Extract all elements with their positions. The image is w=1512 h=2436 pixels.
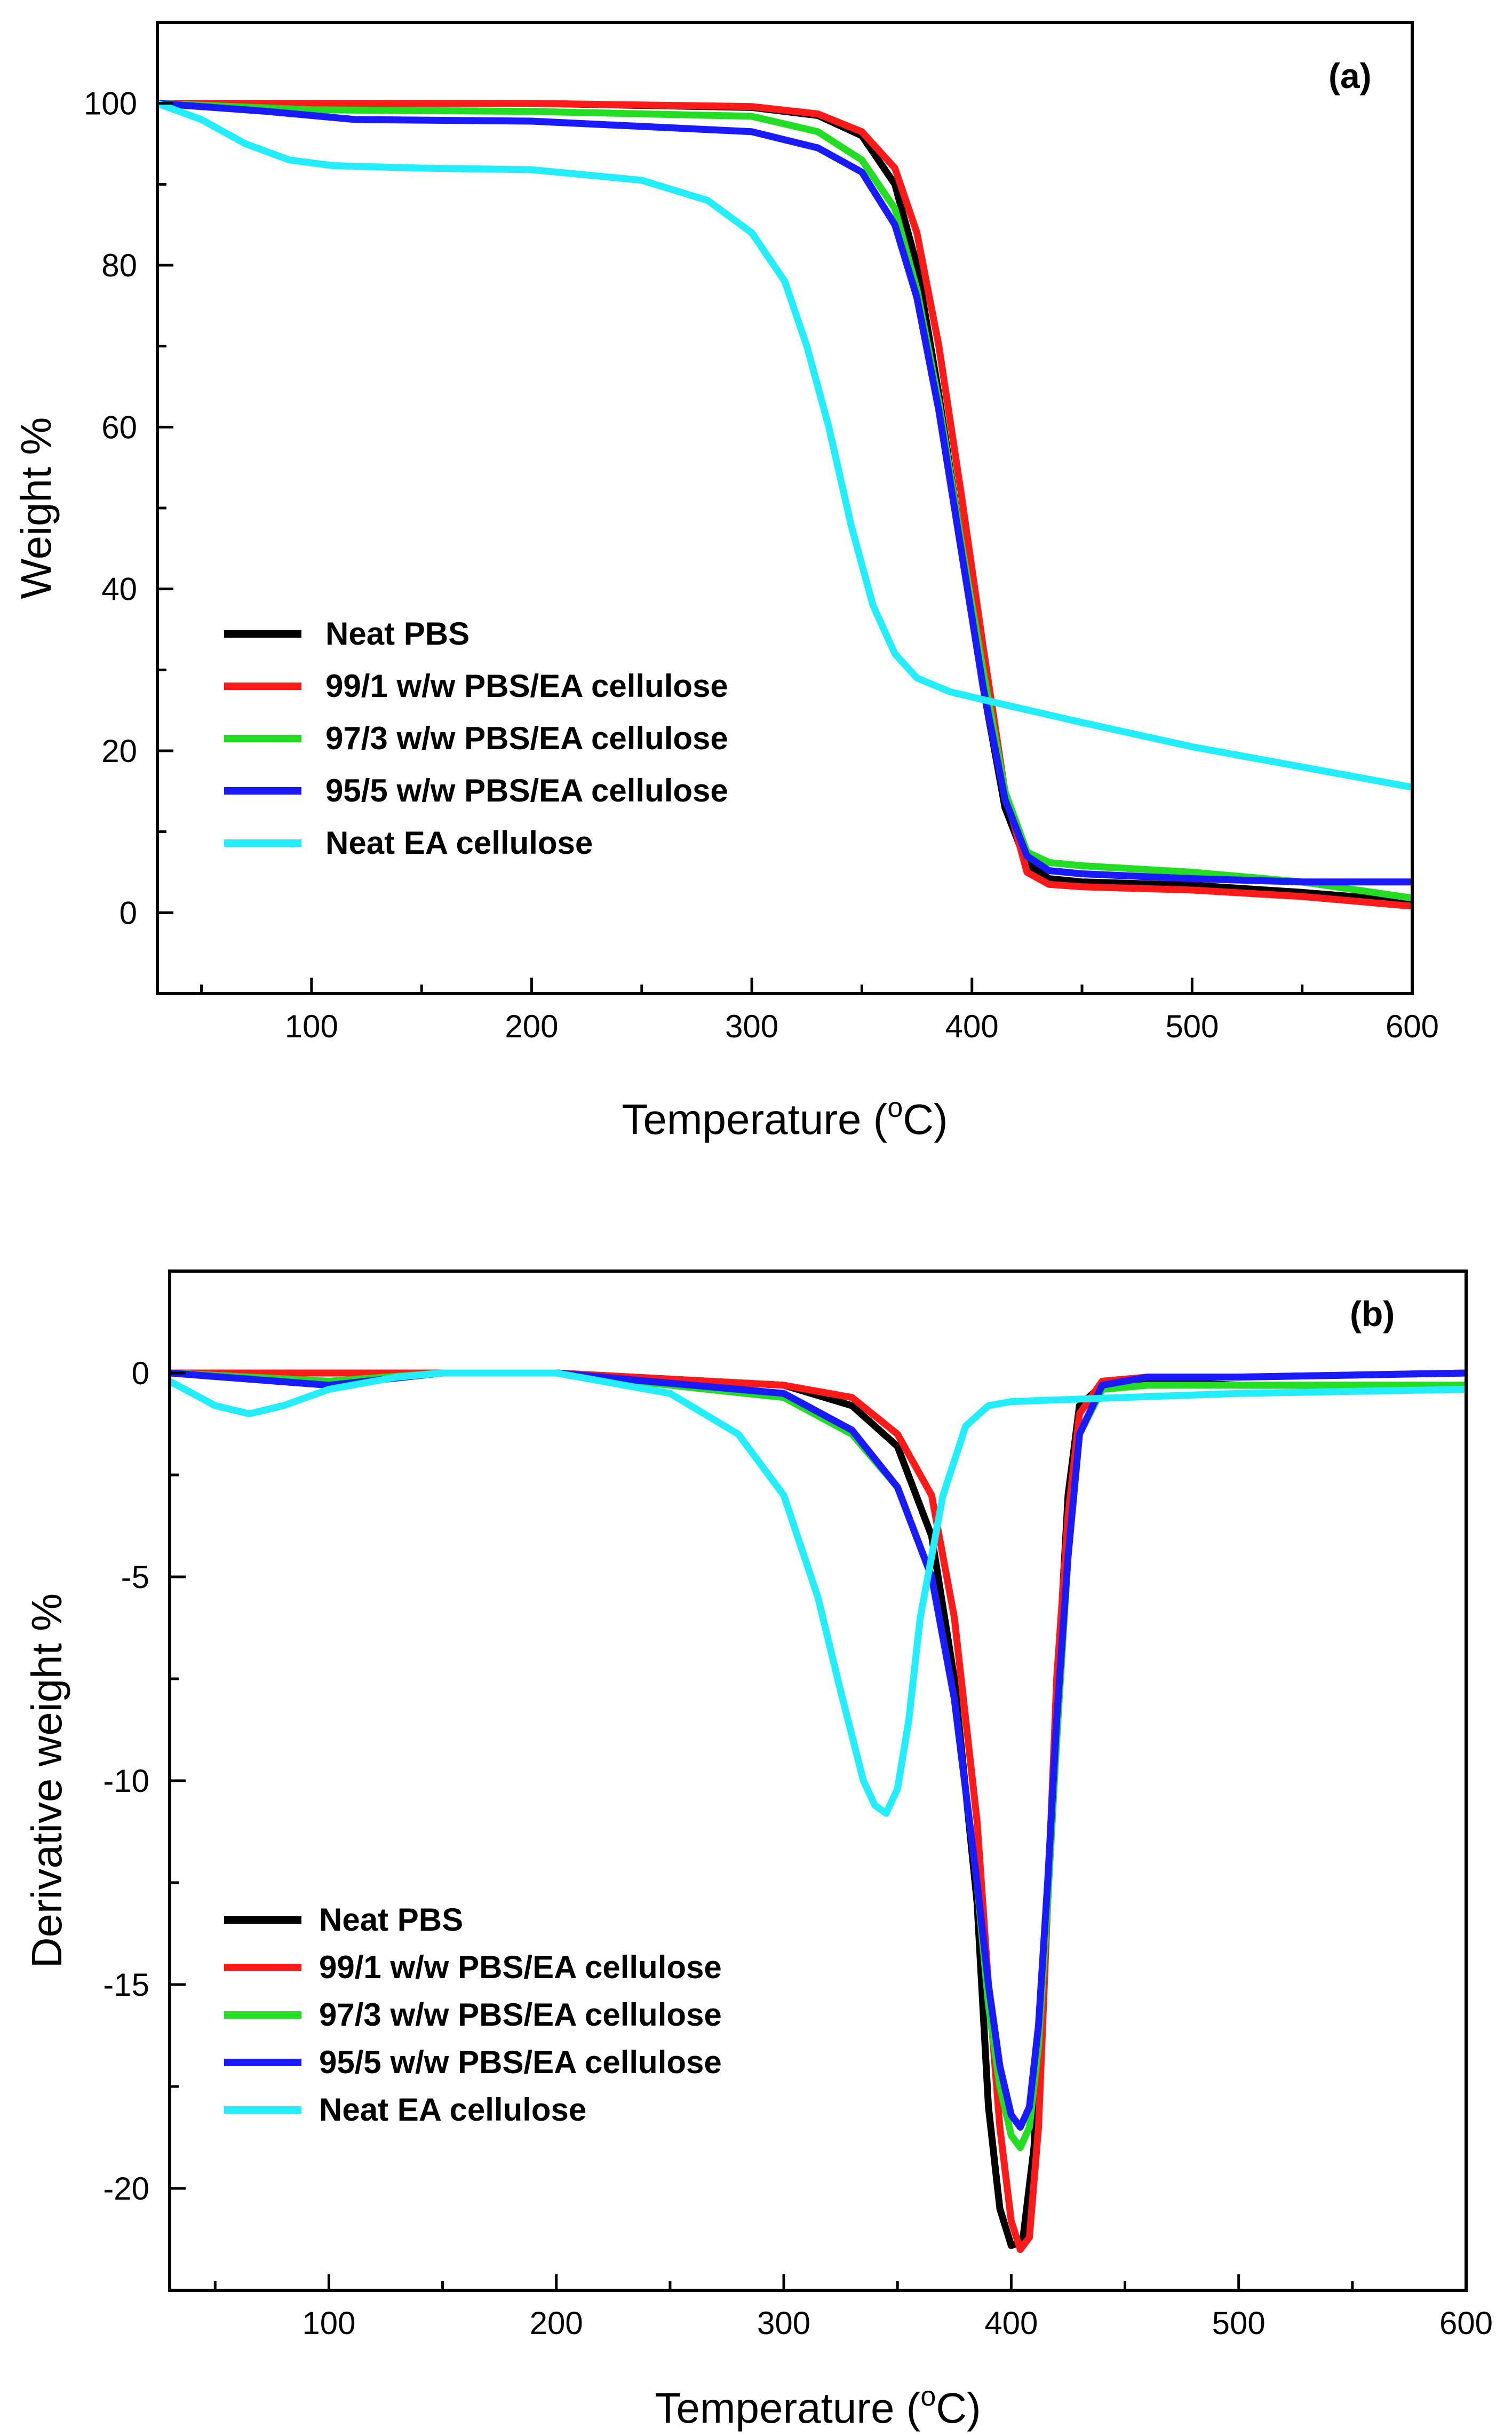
- legend-label: 95/5 w/w PBS/EA cellulose: [319, 2044, 722, 2080]
- x-tick-label: 200: [505, 1009, 558, 1044]
- series-layer-b: [170, 1369, 1466, 2254]
- panel-tag-b: (b): [1350, 1294, 1395, 1334]
- legend-label: Neat EA cellulose: [325, 825, 593, 861]
- y-tick-label: -15: [103, 1967, 149, 2003]
- y-tick-label: 80: [101, 248, 137, 283]
- series-line-b-1: [170, 1369, 1466, 2254]
- legend-label: Neat PBS: [325, 616, 469, 652]
- y-tick-label: -10: [103, 1763, 149, 1799]
- y-axis-title-a: Weight %: [12, 417, 60, 599]
- y-tick-label: 0: [120, 895, 137, 931]
- series-line-a-3: [157, 100, 1412, 886]
- legend-label: 99/1 w/w PBS/EA cellulose: [319, 1949, 722, 1985]
- series-line-b-4: [170, 1369, 1466, 1817]
- x-tick-label: 400: [984, 2305, 1038, 2341]
- ticks-layer-a: 100 200 300 400 500 600 0 20 40 60 80 100: [84, 21, 1439, 1044]
- x-tick-label: 600: [1439, 2305, 1493, 2341]
- y-axis-title-b: Derivative weight %: [23, 1593, 70, 1969]
- panel-tag-a: (a): [1328, 56, 1372, 96]
- series-line-a-1: [157, 100, 1412, 910]
- x-tick-label: 400: [945, 1009, 999, 1044]
- x-tick-label: 600: [1386, 1009, 1439, 1044]
- legend-label: Neat PBS: [319, 1902, 463, 1938]
- x-axis-title-a: Temperature (oC): [622, 1092, 948, 1143]
- legend-label: 97/3 w/w PBS/EA cellulose: [325, 720, 728, 756]
- x-tick-label: 500: [1165, 1009, 1219, 1044]
- x-axis-title-b: Temperature (oC): [655, 2381, 981, 2432]
- y-tick-label: 60: [101, 409, 137, 445]
- legend-a: Neat PBS 99/1 w/w PBS/EA cellulose 97/3 w/…: [224, 616, 728, 861]
- y-tick-label: 20: [101, 733, 137, 769]
- chart-panel-a: (a) 100 200 300 400 500 600 0 20 40 60 80 100 Weigh…: [12, 21, 1439, 1143]
- y-tick-label: -5: [121, 1559, 149, 1595]
- ticks-layer-b: 100 200 300 400 500 600 0 -5 -10 -15 -20: [103, 1269, 1493, 2341]
- y-tick-label: 40: [101, 572, 137, 607]
- legend-label: Neat EA cellulose: [319, 2092, 586, 2128]
- x-tick-label: 100: [285, 1009, 338, 1044]
- x-tick-label: 100: [302, 2305, 355, 2341]
- x-tick-label: 500: [1212, 2305, 1266, 2341]
- legend-label: 95/5 w/w PBS/EA cellulose: [325, 773, 728, 808]
- legend-b: Neat PBS 99/1 w/w PBS/EA cellulose 97/3 w/…: [224, 1902, 722, 2128]
- y-tick-label: -20: [103, 2171, 149, 2207]
- series-line-a-4: [157, 100, 1412, 791]
- y-tick-label: 100: [84, 86, 137, 122]
- x-tick-label: 200: [530, 2305, 583, 2341]
- x-tick-label: 300: [725, 1009, 778, 1044]
- series-layer-a: [157, 100, 1412, 910]
- y-tick-label: 0: [132, 1355, 149, 1391]
- legend-label: 97/3 w/w PBS/EA cellulose: [319, 1997, 722, 2033]
- series-line-b-3: [170, 1369, 1466, 2131]
- chart-panel-b: (b) 100 200 300 400 500 600 0 -5 -10 -15 -20 Deriv…: [23, 1269, 1493, 2432]
- plot-frame-b: [168, 1269, 1468, 2292]
- x-tick-label: 300: [757, 2305, 810, 2341]
- legend-label: 99/1 w/w PBS/EA cellulose: [325, 668, 728, 704]
